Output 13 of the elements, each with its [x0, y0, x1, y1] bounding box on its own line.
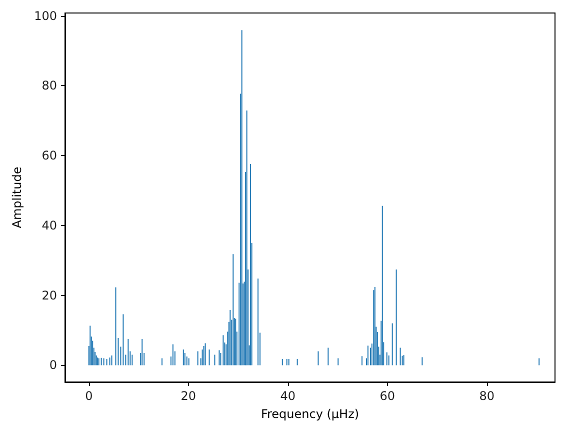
- x-tick-label: 0: [85, 389, 93, 403]
- x-tick-label: 20: [180, 389, 196, 403]
- x-tick-label: 40: [280, 389, 296, 403]
- y-tick-label: 40: [42, 218, 57, 232]
- x-axis-title: Frequency (µHz): [260, 407, 360, 421]
- x-tick-label: 80: [479, 389, 494, 403]
- y-tick-label: 20: [42, 288, 57, 302]
- x-tick-label: 60: [380, 389, 395, 403]
- y-tick-label: 0: [49, 358, 57, 372]
- y-tick-label: 80: [42, 78, 57, 93]
- y-tick-label: 60: [42, 148, 57, 163]
- y-tick-label: 100: [34, 8, 57, 23]
- y-axis-title: Amplitude: [10, 166, 24, 228]
